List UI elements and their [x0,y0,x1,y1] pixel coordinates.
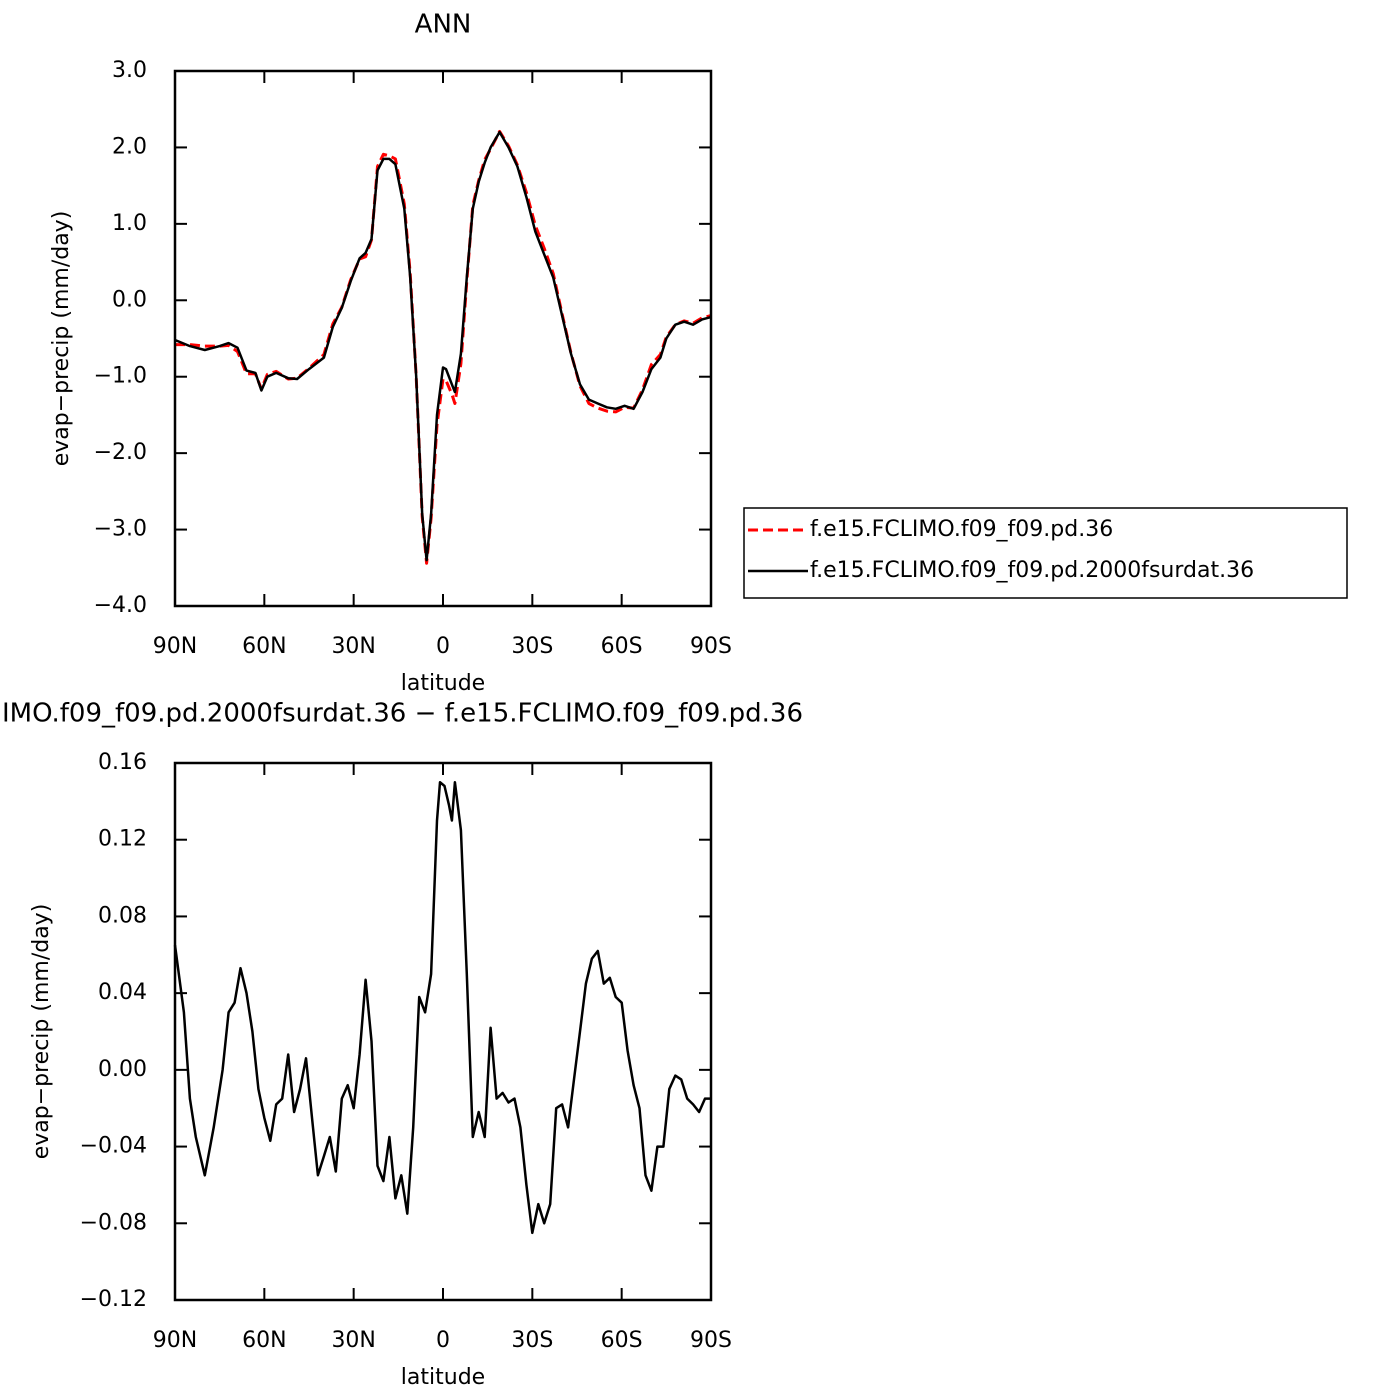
chart-title: IMO.f09_f09.pd.2000fsurdat.36 − f.e15.FC… [2,699,803,729]
x-tick-label: 90N [153,1328,197,1353]
plot-frame [173,761,713,1302]
x-axis-label: latitude [401,1365,485,1390]
y-tick-label: 2.0 [112,134,147,159]
x-tick-label: 90S [690,1328,732,1353]
y-tick-label: −0.12 [80,1287,147,1312]
series-line [173,780,711,1235]
y-tick-label: −2.0 [94,440,147,465]
x-axis-label: latitude [401,671,485,696]
legend-label: f.e15.FCLIMO.f09_f09.pd.36 [810,517,1113,542]
y-tick-label: −1.0 [94,364,147,389]
y-tick-label: 0.04 [98,980,147,1005]
y-tick-label: −3.0 [94,517,147,542]
y-tick-label: 0.00 [98,1057,147,1082]
chart-title: ANN [415,10,472,40]
y-tick-label: 0.16 [98,750,147,775]
legend-label: f.e15.FCLIMO.f09_f09.pd.2000fsurdat.36 [810,558,1254,583]
y-tick-label: 3.0 [112,58,147,83]
x-tick-label: 90S [690,634,732,659]
series-line [174,130,712,562]
y-axis-label: evap−precip (mm/day) [49,211,74,467]
y-axis-label: evap−precip (mm/day) [29,904,54,1160]
y-tick-label: 0.12 [98,827,147,852]
x-tick-label: 60S [601,1328,643,1353]
x-tick-label: 0 [436,1328,450,1353]
y-tick-label: −0.08 [80,1210,147,1235]
x-tick-label: 0 [436,634,450,659]
y-tick-label: 0.08 [98,903,147,928]
x-tick-label: 60N [242,1328,286,1353]
legend: f.e15.FCLIMO.f09_f09.pd.36 f.e15.FCLIMO.f… [743,507,1348,599]
x-tick-label: 30N [331,634,375,659]
x-tick-label: 30S [511,634,553,659]
x-tick-label: 30N [331,1328,375,1353]
y-tick-label: 1.0 [112,211,147,236]
series-line [175,129,712,565]
y-tick-label: −4.0 [94,593,147,618]
x-tick-label: 60N [242,634,286,659]
y-tick-label: 0.0 [112,287,147,312]
x-tick-label: 60S [601,634,643,659]
x-tick-label: 90N [153,634,197,659]
x-tick-label: 30S [511,1328,553,1353]
plot-frame [173,69,713,608]
y-tick-label: −0.04 [80,1134,147,1159]
legend-box [743,507,1348,599]
